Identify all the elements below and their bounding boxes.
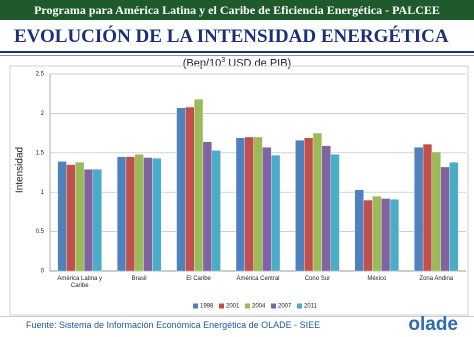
- y-tick-label: 1: [41, 190, 45, 196]
- bar: [176, 107, 186, 272]
- bar: [117, 156, 127, 272]
- y-axis-label: Intensidad: [15, 147, 26, 193]
- y-tick-label: 2.5: [36, 72, 45, 78]
- bar: [389, 199, 399, 272]
- legend-label: 2001: [226, 304, 240, 310]
- bar: [431, 151, 441, 272]
- rule: [0, 316, 474, 317]
- x-tick-label: América Central: [236, 276, 280, 282]
- chart-frame: [9, 65, 469, 316]
- bar: [66, 164, 76, 272]
- rule: [0, 55, 474, 56]
- bar: [253, 136, 263, 272]
- legend-swatch: [245, 303, 250, 309]
- bar: [244, 136, 254, 272]
- bar: [235, 137, 245, 272]
- bar: [321, 145, 331, 272]
- legend-swatch: [271, 303, 276, 309]
- chart-subtitle: (Bep/103 USD de PIB): [0, 57, 474, 70]
- bar: [134, 154, 144, 272]
- logo: olade: [408, 314, 458, 335]
- bar: [185, 106, 195, 272]
- rule: [0, 51, 474, 53]
- legend-label: 2011: [304, 304, 318, 310]
- bar: [125, 156, 135, 272]
- bar: [449, 162, 459, 272]
- bar: [363, 199, 373, 272]
- bar: [152, 158, 162, 272]
- y-tick-label: 2: [41, 111, 45, 117]
- bar: [75, 162, 85, 272]
- bar: [440, 166, 450, 272]
- y-tick-label: 0: [41, 269, 45, 275]
- bar: [422, 143, 433, 272]
- bar: [202, 141, 212, 272]
- bar: [262, 147, 272, 272]
- x-tick-label: México: [367, 276, 387, 282]
- x-tick-label: El Caribe: [186, 276, 211, 282]
- chart-title: EVOLUCIÓN DE LA INTENSIDAD ENERGÉTICA: [14, 26, 449, 47]
- x-tick-label: Cono Sur: [304, 276, 331, 282]
- bar: [354, 189, 364, 272]
- y-tick-label: 1.5: [36, 150, 45, 156]
- bar: [83, 169, 94, 272]
- legend-label: 1998: [200, 304, 214, 310]
- x-tick-label: Brasil: [131, 276, 147, 282]
- bar: [372, 195, 382, 272]
- bar: [143, 157, 153, 272]
- bar: [57, 161, 67, 272]
- bar: [414, 147, 424, 272]
- legend-swatch: [297, 303, 302, 309]
- x-tick-label: América Latina y Caribe: [57, 276, 103, 289]
- bar: [295, 140, 305, 272]
- bar: [381, 198, 391, 272]
- bar: [271, 155, 281, 272]
- bar: [211, 150, 221, 272]
- bar: [312, 132, 322, 272]
- subtitle-part: USD de PIB): [225, 57, 292, 70]
- bar: [92, 169, 102, 272]
- bar: [304, 137, 314, 272]
- banner: Programa para América Latina y el Caribe…: [0, 0, 474, 20]
- bar: [330, 154, 340, 272]
- legend-label: 2007: [278, 304, 292, 310]
- legend-label: 2004: [252, 304, 266, 310]
- y-tick-label: 0.5: [36, 229, 45, 235]
- legend-swatch: [219, 303, 224, 309]
- legend-swatch: [193, 303, 198, 309]
- source: Fuente: Sistema de Información Económica…: [26, 320, 321, 330]
- x-tick-label: Zona Andina: [419, 276, 454, 282]
- bar: [194, 99, 204, 272]
- subtitle-sup: 3: [221, 57, 226, 64]
- subtitle-part: (Bep/10: [182, 57, 222, 70]
